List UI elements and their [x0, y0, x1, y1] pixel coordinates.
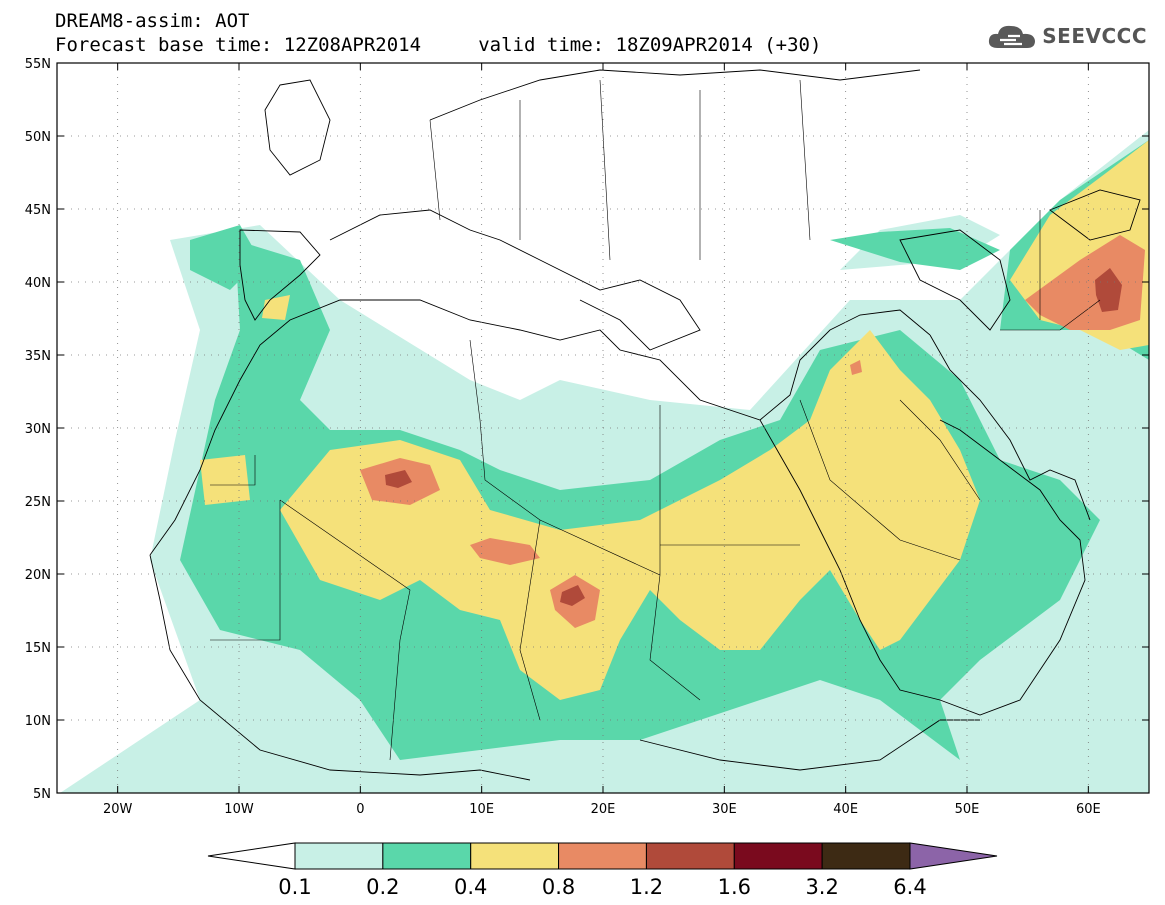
plot-frame	[56, 62, 1150, 794]
lat-tick-label: 20N	[25, 568, 51, 583]
lon-tick-label: 10W	[224, 802, 254, 817]
colorbar-low-arrow	[207, 842, 296, 870]
lat-tick-label: 40N	[25, 276, 51, 291]
lat-tick-label: 45N	[25, 203, 51, 218]
colorbar-box	[558, 842, 647, 870]
logo-text: SEEVCCC	[1042, 24, 1147, 48]
lat-tick-label: 30N	[25, 422, 51, 437]
lat-tick-label: 35N	[25, 349, 51, 364]
colorbar-box	[382, 842, 472, 870]
lat-tick-label: 15N	[25, 641, 51, 656]
seevccc-logo: SEEVCCC	[986, 22, 1147, 50]
colorbar-level-label: 3.2	[805, 875, 838, 899]
colorbar-level-label: 0.8	[542, 875, 575, 899]
colorbar-box	[821, 842, 911, 870]
lat-tick-label: 55N	[25, 57, 51, 72]
forecast-time-line: Forecast base time: 12Z08APR2014 valid t…	[55, 34, 822, 56]
lat-tick-label: 25N	[25, 495, 51, 510]
map-title: DREAM8-assim: AOT	[55, 10, 250, 32]
cloud-icon	[989, 25, 1036, 48]
colorbar-box	[470, 842, 560, 870]
colorbar-level-label: 0.1	[278, 875, 311, 899]
colorbar-level-label: 0.4	[454, 875, 487, 899]
axes: 55N 50N 45N 40N 35N 30N 25N 20N 15N 10N 5N 20W 10W 0 1…	[25, 57, 1149, 817]
colorbar-level-label: 1.2	[630, 875, 663, 899]
lon-tick-label: 20E	[591, 802, 616, 817]
lon-tick-label: 40E	[833, 802, 858, 817]
lon-tick-label: 50E	[955, 802, 980, 817]
colorbar-box	[645, 842, 735, 870]
colorbar: 0.1 0.2 0.4 0.8 1.2 1.6 3.2 6.4	[207, 842, 998, 899]
colorbar-high-arrow	[909, 842, 998, 870]
lon-tick-label: 10E	[469, 802, 494, 817]
lat-tick-label: 5N	[33, 787, 51, 802]
colorbar-box	[733, 842, 823, 870]
lon-tick-label: 60E	[1076, 802, 1101, 817]
lon-tick-label: 0	[356, 802, 364, 817]
colorbar-level-label: 0.2	[366, 875, 399, 899]
lon-tick-label: 30E	[712, 802, 737, 817]
country-borders	[210, 79, 1101, 761]
lat-tick-label: 50N	[25, 130, 51, 145]
lat-tick-label: 10N	[25, 714, 51, 729]
coastlines	[149, 69, 1141, 781]
lon-tick-label: 20W	[103, 802, 133, 817]
colorbar-box	[294, 842, 384, 870]
colorbar-level-label: 6.4	[893, 875, 926, 899]
colorbar-level-label: 1.6	[718, 875, 751, 899]
